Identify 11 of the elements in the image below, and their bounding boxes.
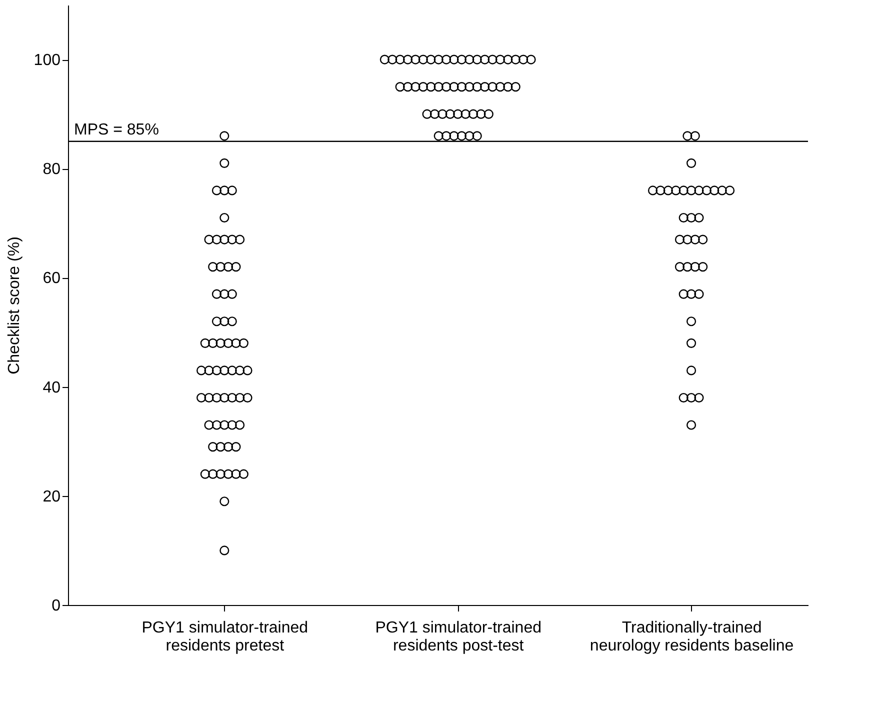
y-tick-label: 100: [34, 52, 61, 70]
y-tick-label: 80: [42, 161, 61, 178]
y-tick-label: 0: [52, 598, 61, 614]
y-tick-label: 60: [42, 270, 61, 288]
x-tick-label: Traditionally-trained neurology residents baseline: [590, 620, 794, 654]
x-tick-label: PGY1 simulator-trained residents post-test: [375, 620, 542, 654]
ref-line-label: MPS = 85%: [74, 121, 159, 138]
y-axis-title: Checklist score (%): [6, 236, 23, 374]
y-tick-label: 40: [42, 379, 61, 396]
y-tick-label: 20: [42, 488, 61, 506]
x-tick-label: PGY1 simulator-trained residents pretest: [142, 620, 308, 654]
